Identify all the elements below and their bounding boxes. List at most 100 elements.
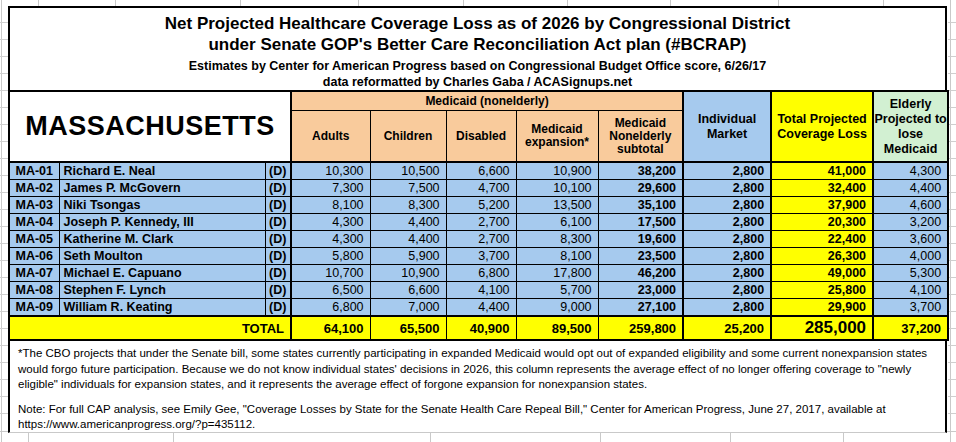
adults-header-cell[interactable]: Adults bbox=[291, 111, 370, 163]
party-cell[interactable]: (D) bbox=[265, 197, 291, 214]
elderly-cell[interactable]: 3,600 bbox=[873, 231, 948, 248]
subtotal-header-cell[interactable]: Medicaid Nonelderly subtotal bbox=[598, 111, 683, 163]
rep-name-cell[interactable]: William R. Keating bbox=[59, 299, 265, 317]
disabled-cell[interactable]: 2,700 bbox=[446, 231, 516, 248]
disabled-cell[interactable]: 4,700 bbox=[446, 180, 516, 197]
total-elderly-cell[interactable]: 37,200 bbox=[873, 316, 948, 340]
rep-name-cell[interactable]: Seth Moulton bbox=[59, 248, 265, 265]
district-cell[interactable]: MA-04 bbox=[9, 214, 59, 231]
adults-cell[interactable]: 6,800 bbox=[291, 299, 370, 317]
children-cell[interactable]: 4,400 bbox=[370, 231, 446, 248]
subtotal-cell[interactable]: 29,600 bbox=[598, 180, 683, 197]
individual-market-cell[interactable]: 2,800 bbox=[683, 299, 771, 317]
party-cell[interactable]: (D) bbox=[265, 265, 291, 282]
expansion-header-cell[interactable]: Medicaid expansion* bbox=[516, 111, 598, 163]
subtotal-cell[interactable]: 46,200 bbox=[598, 265, 683, 282]
children-cell[interactable]: 7,500 bbox=[370, 180, 446, 197]
subtotal-cell[interactable]: 38,200 bbox=[598, 162, 683, 180]
adults-cell[interactable]: 10,700 bbox=[291, 265, 370, 282]
children-cell[interactable]: 4,400 bbox=[370, 214, 446, 231]
children-cell[interactable]: 5,900 bbox=[370, 248, 446, 265]
adults-cell[interactable]: 4,300 bbox=[291, 214, 370, 231]
district-cell[interactable]: MA-09 bbox=[9, 299, 59, 317]
total-loss-cell[interactable]: 37,900 bbox=[771, 197, 873, 214]
expansion-cell[interactable]: 13,500 bbox=[516, 197, 598, 214]
total-coverage-loss-cell[interactable]: 285,000 bbox=[771, 316, 873, 340]
district-cell[interactable]: MA-08 bbox=[9, 282, 59, 299]
elderly-cell[interactable]: 4,300 bbox=[873, 162, 948, 180]
elderly-cell[interactable]: 4,000 bbox=[873, 248, 948, 265]
adults-cell[interactable]: 6,500 bbox=[291, 282, 370, 299]
disabled-cell[interactable]: 2,700 bbox=[446, 214, 516, 231]
total-subtotal-cell[interactable]: 259,800 bbox=[598, 316, 683, 340]
disabled-cell[interactable]: 4,400 bbox=[446, 299, 516, 317]
elderly-cell[interactable]: 3,700 bbox=[873, 299, 948, 317]
district-cell[interactable]: MA-07 bbox=[9, 265, 59, 282]
total-label-cell[interactable]: TOTAL bbox=[9, 316, 291, 340]
total-individual-cell[interactable]: 25,200 bbox=[683, 316, 771, 340]
disabled-cell[interactable]: 3,700 bbox=[446, 248, 516, 265]
children-cell[interactable]: 10,500 bbox=[370, 162, 446, 180]
expansion-cell[interactable]: 17,800 bbox=[516, 265, 598, 282]
elderly-cell[interactable]: 4,100 bbox=[873, 282, 948, 299]
elderly-header-cell[interactable]: Elderly Projected to lose Medicaid bbox=[873, 91, 948, 162]
total-loss-cell[interactable]: 25,800 bbox=[771, 282, 873, 299]
district-cell[interactable]: MA-05 bbox=[9, 231, 59, 248]
party-cell[interactable]: (D) bbox=[265, 248, 291, 265]
individual-market-cell[interactable]: 2,800 bbox=[683, 248, 771, 265]
subtotal-cell[interactable]: 27,100 bbox=[598, 299, 683, 317]
total-loss-cell[interactable]: 32,400 bbox=[771, 180, 873, 197]
total-loss-cell[interactable]: 29,900 bbox=[771, 299, 873, 317]
notes-cell[interactable]: *The CBO projects that under the Senate … bbox=[8, 341, 947, 433]
total-loss-cell[interactable]: 49,000 bbox=[771, 265, 873, 282]
expansion-cell[interactable]: 5,700 bbox=[516, 282, 598, 299]
children-cell[interactable]: 7,000 bbox=[370, 299, 446, 317]
expansion-cell[interactable]: 6,100 bbox=[516, 214, 598, 231]
adults-cell[interactable]: 10,300 bbox=[291, 162, 370, 180]
children-cell[interactable]: 6,600 bbox=[370, 282, 446, 299]
expansion-cell[interactable]: 8,300 bbox=[516, 231, 598, 248]
total-adults-cell[interactable]: 64,100 bbox=[291, 316, 370, 340]
state-header-cell[interactable]: MASSACHUSETTS bbox=[9, 91, 291, 162]
children-header-cell[interactable]: Children bbox=[370, 111, 446, 163]
expansion-cell[interactable]: 9,000 bbox=[516, 299, 598, 317]
children-cell[interactable]: 10,900 bbox=[370, 265, 446, 282]
party-cell[interactable]: (D) bbox=[265, 231, 291, 248]
individual-market-cell[interactable]: 2,800 bbox=[683, 265, 771, 282]
children-cell[interactable]: 8,300 bbox=[370, 197, 446, 214]
total-loss-cell[interactable]: 22,400 bbox=[771, 231, 873, 248]
district-cell[interactable]: MA-06 bbox=[9, 248, 59, 265]
total-loss-cell[interactable]: 20,300 bbox=[771, 214, 873, 231]
district-cell[interactable]: MA-03 bbox=[9, 197, 59, 214]
total-children-cell[interactable]: 65,500 bbox=[370, 316, 446, 340]
individual-market-cell[interactable]: 2,800 bbox=[683, 231, 771, 248]
party-cell[interactable]: (D) bbox=[265, 282, 291, 299]
party-cell[interactable]: (D) bbox=[265, 162, 291, 180]
expansion-cell[interactable]: 10,100 bbox=[516, 180, 598, 197]
total-loss-header-cell[interactable]: Total Projected Coverage Loss bbox=[771, 91, 873, 162]
expansion-cell[interactable]: 8,100 bbox=[516, 248, 598, 265]
subtotal-cell[interactable]: 23,000 bbox=[598, 282, 683, 299]
disabled-cell[interactable]: 5,200 bbox=[446, 197, 516, 214]
subtotal-cell[interactable]: 17,500 bbox=[598, 214, 683, 231]
rep-name-cell[interactable]: Joseph P. Kennedy, III bbox=[59, 214, 265, 231]
individual-market-cell[interactable]: 2,800 bbox=[683, 197, 771, 214]
expansion-cell[interactable]: 10,900 bbox=[516, 162, 598, 180]
elderly-cell[interactable]: 4,600 bbox=[873, 197, 948, 214]
elderly-cell[interactable]: 3,200 bbox=[873, 214, 948, 231]
title-cell[interactable]: Net Projected Healthcare Coverage Loss a… bbox=[8, 6, 947, 90]
disabled-cell[interactable]: 4,100 bbox=[446, 282, 516, 299]
rep-name-cell[interactable]: Richard E. Neal bbox=[59, 162, 265, 180]
party-cell[interactable]: (D) bbox=[265, 214, 291, 231]
subtotal-cell[interactable]: 19,600 bbox=[598, 231, 683, 248]
rep-name-cell[interactable]: Niki Tsongas bbox=[59, 197, 265, 214]
adults-cell[interactable]: 4,300 bbox=[291, 231, 370, 248]
individual-market-cell[interactable]: 2,800 bbox=[683, 214, 771, 231]
district-cell[interactable]: MA-01 bbox=[9, 162, 59, 180]
rep-name-cell[interactable]: Katherine M. Clark bbox=[59, 231, 265, 248]
individual-market-cell[interactable]: 2,800 bbox=[683, 180, 771, 197]
elderly-cell[interactable]: 4,400 bbox=[873, 180, 948, 197]
medicaid-group-header-cell[interactable]: Medicaid (nonelderly) bbox=[291, 91, 683, 111]
rep-name-cell[interactable]: Michael E. Capuano bbox=[59, 265, 265, 282]
individual-market-cell[interactable]: 2,800 bbox=[683, 282, 771, 299]
